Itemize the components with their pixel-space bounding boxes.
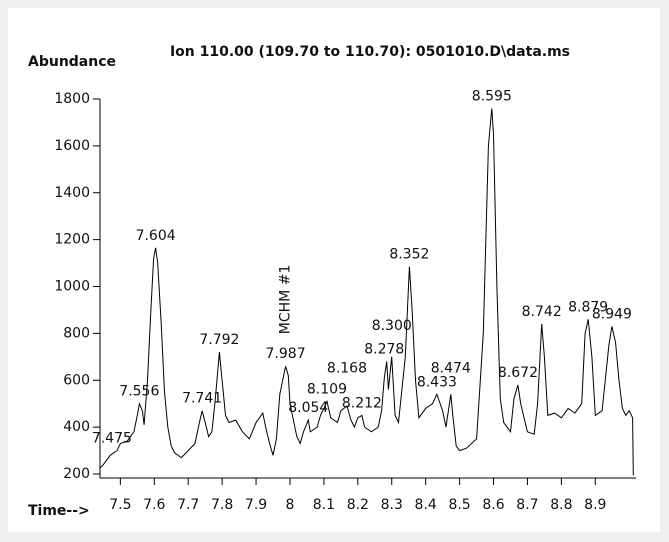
x-tick-label: 7.5 (109, 497, 131, 513)
peak-label: 8.474 (431, 360, 471, 376)
x-tick-label: 7.6 (143, 497, 165, 513)
peak-label: 7.556 (119, 384, 159, 400)
y-tick-label: 1200 (54, 232, 90, 248)
peak-label: 8.168 (327, 360, 367, 376)
peak-label: 7.741 (182, 391, 222, 407)
trace (99, 108, 634, 476)
x-tick-label: 8.5 (448, 497, 470, 513)
chart-title: Ion 110.00 (109.70 to 110.70): 0501010.D… (170, 44, 570, 60)
x-tick-label: 8.7 (516, 497, 538, 513)
x-tick-label: 8.3 (381, 497, 403, 513)
peak-label: 8.300 (372, 318, 412, 334)
x-axis-label: Time--> (28, 503, 90, 519)
peak-label: 7.792 (199, 332, 239, 348)
y-tick-label: 800 (63, 325, 90, 341)
peak-label: 7.604 (136, 228, 176, 244)
peak-label: 8.109 (307, 381, 347, 397)
peak-label: 8.054 (288, 400, 328, 416)
x-tick-label: 8.8 (550, 497, 572, 513)
x-tick-label: 8 (286, 497, 295, 513)
peak-label: 8.879 (568, 299, 608, 315)
peak-label: 8.742 (522, 304, 562, 320)
panel (8, 8, 660, 532)
x-tick-label: 8.2 (347, 497, 369, 513)
peak-label: 7.475 (92, 431, 132, 447)
x-tick-label: 8.6 (482, 497, 504, 513)
y-tick-label: 600 (63, 372, 90, 388)
peak-label: 8.433 (417, 374, 457, 390)
y-tick-label: 200 (63, 466, 90, 482)
y-tick-label: 1400 (54, 185, 90, 201)
y-tick-label: 1800 (54, 91, 90, 107)
compound-label: MCHM #1 (278, 265, 294, 335)
x-tick-label: 7.9 (245, 497, 267, 513)
peak-label: 8.949 (592, 306, 632, 322)
x-tick-label: 8.9 (584, 497, 606, 513)
peak-label: 7.987 (266, 346, 306, 362)
x-tick-label: 8.4 (415, 497, 437, 513)
x-tick-label: 8.1 (313, 497, 335, 513)
x-tick-label: 7.7 (177, 497, 199, 513)
x-tick-label: 7.8 (211, 497, 233, 513)
peak-label: 8.352 (389, 247, 429, 263)
peak-label: 8.595 (472, 88, 512, 104)
peak-label: 8.212 (342, 395, 382, 411)
y-tick-label: 400 (63, 419, 90, 435)
y-tick-label: 1600 (54, 138, 90, 154)
y-axis-label: Abundance (28, 54, 116, 70)
peak-label: 8.672 (498, 365, 538, 381)
peak-label: 8.278 (364, 342, 404, 358)
y-tick-label: 1000 (54, 279, 90, 295)
